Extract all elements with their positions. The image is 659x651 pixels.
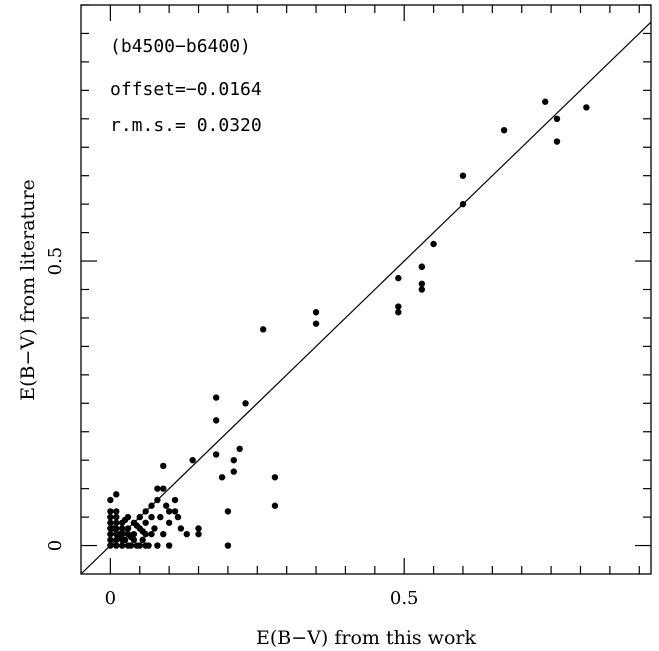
rms-annotation: r.m.s.= 0.0320 <box>110 115 262 136</box>
data-point <box>171 508 179 515</box>
data-point <box>542 98 549 105</box>
data-point <box>271 474 279 481</box>
data-point <box>165 508 173 515</box>
data-point <box>118 542 126 549</box>
data-point <box>242 400 249 407</box>
data-point <box>177 525 185 532</box>
data-point <box>118 525 126 532</box>
data-point <box>160 485 167 492</box>
data-point <box>212 394 220 401</box>
data-point <box>107 513 114 521</box>
data-point <box>151 525 158 532</box>
data-point <box>148 502 155 509</box>
data-point <box>230 457 237 464</box>
data-point <box>418 263 426 270</box>
data-point <box>395 274 402 282</box>
data-point <box>113 513 120 521</box>
data-point <box>148 530 155 538</box>
data-point <box>154 485 161 492</box>
data-point <box>183 530 190 538</box>
data-point <box>195 530 202 538</box>
data-point <box>154 542 161 549</box>
data-point <box>133 522 141 529</box>
data-point <box>142 508 149 515</box>
data-point <box>553 115 561 123</box>
data-point <box>459 200 467 208</box>
data-point <box>127 533 135 541</box>
data-point <box>271 502 279 509</box>
data-point <box>212 417 220 424</box>
y-tick-label-0: 0 <box>45 540 66 551</box>
data-point <box>418 280 426 288</box>
data-point <box>113 519 120 526</box>
data-point <box>189 457 196 464</box>
data-point <box>154 496 161 504</box>
data-point <box>139 528 146 535</box>
data-point <box>113 491 120 498</box>
data-point <box>553 138 561 145</box>
data-point <box>160 462 167 470</box>
data-point <box>148 513 155 521</box>
data-point <box>212 451 220 458</box>
data-point <box>312 320 320 327</box>
data-point <box>107 525 114 532</box>
x-axis-title: E(B−V) from this work <box>256 627 476 649</box>
y-tick-label-0.5: 0.5 <box>45 247 66 276</box>
data-point <box>157 513 164 521</box>
data-point <box>139 536 146 544</box>
data-point <box>163 502 170 509</box>
data-point <box>418 286 426 293</box>
data-point <box>195 525 202 532</box>
data-point <box>142 519 149 526</box>
data-point <box>113 542 120 549</box>
data-point <box>395 309 402 316</box>
data-point <box>259 326 267 333</box>
identity-line <box>80 21 652 575</box>
bands-annotation: (b4500−b6400) <box>110 36 251 57</box>
y-axis-title: E(B−V) from literature <box>17 179 39 401</box>
axis-ticks <box>81 4 651 574</box>
data-point <box>115 533 123 541</box>
data-point <box>171 496 179 504</box>
data-point <box>174 513 182 521</box>
data-point <box>145 542 152 549</box>
data-point <box>583 104 590 111</box>
data-point <box>224 508 232 515</box>
data-point <box>107 536 114 544</box>
data-point <box>165 519 173 526</box>
data-point <box>218 474 226 481</box>
data-point <box>312 309 320 316</box>
data-point <box>107 519 114 526</box>
data-point <box>127 542 135 549</box>
x-tick-label-0.5: 0.5 <box>390 588 419 609</box>
data-point <box>236 445 243 453</box>
data-point <box>121 516 129 524</box>
data-point <box>500 126 508 134</box>
data-point <box>107 530 114 538</box>
x-tick-label-0: 0 <box>105 588 116 609</box>
data-points <box>107 98 590 549</box>
offset-annotation: offset=−0.0164 <box>110 79 262 100</box>
data-point <box>224 542 232 549</box>
data-point <box>107 542 114 549</box>
data-point <box>124 525 132 532</box>
data-point <box>113 508 120 515</box>
data-point <box>133 542 141 549</box>
data-point <box>107 508 114 515</box>
data-point <box>230 468 237 475</box>
data-point <box>165 542 173 549</box>
data-point <box>160 530 167 538</box>
data-point <box>459 172 467 179</box>
data-point <box>107 496 114 504</box>
data-point <box>430 240 437 248</box>
data-point <box>136 513 143 521</box>
data-point <box>395 303 402 310</box>
